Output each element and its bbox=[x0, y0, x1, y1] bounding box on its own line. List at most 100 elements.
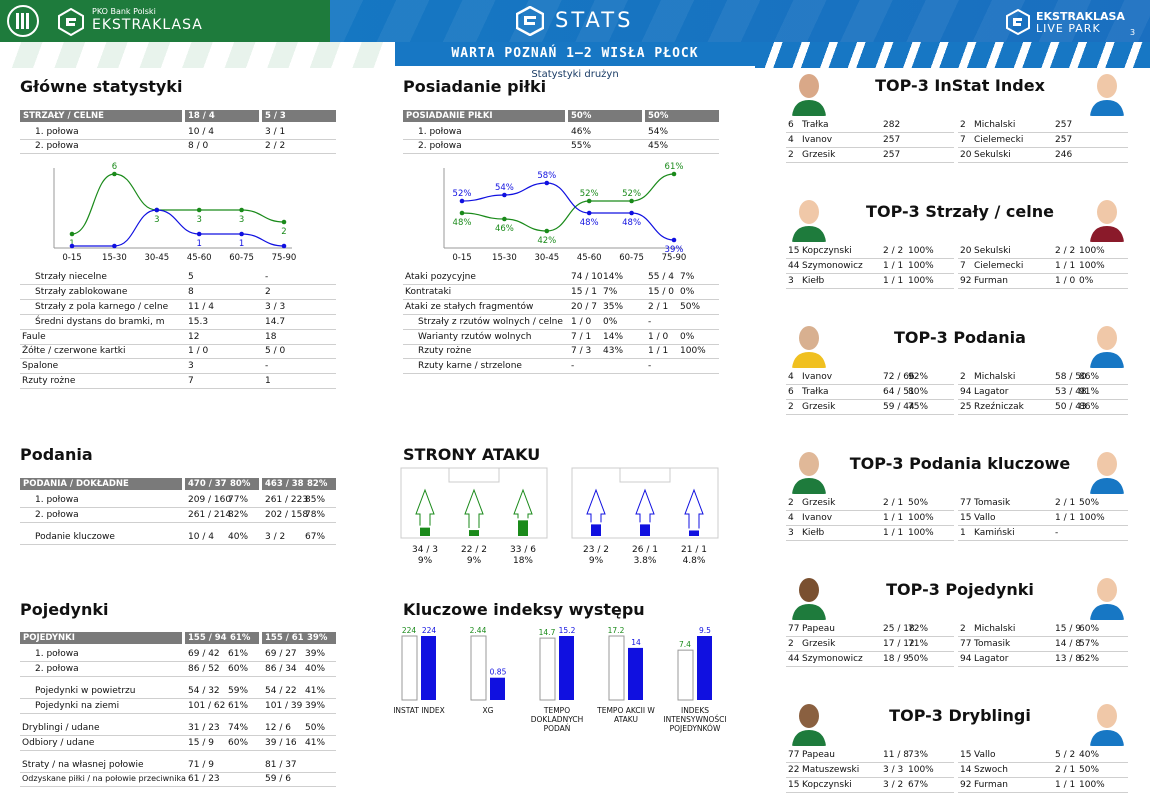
row-home: 261 / 214 bbox=[188, 510, 232, 520]
away-bar bbox=[628, 647, 643, 700]
row-home-pct: 82% bbox=[228, 510, 249, 520]
player-pct: 62% bbox=[1079, 654, 1100, 664]
stat-away: 1 / 0 bbox=[648, 332, 669, 342]
row-divider bbox=[958, 258, 1128, 259]
row-divider bbox=[403, 314, 719, 315]
player-number: 3 bbox=[788, 276, 794, 286]
data-label: 48% bbox=[453, 218, 472, 228]
stat-home: 11 / 4 bbox=[188, 302, 214, 312]
row-home-pct: 60% bbox=[228, 738, 249, 748]
row-divider bbox=[20, 786, 336, 787]
home-player-photo bbox=[790, 194, 828, 242]
player-number: 4 bbox=[788, 135, 794, 145]
top3-title: TOP-3 Podania kluczowe bbox=[849, 454, 1071, 473]
row-divider bbox=[403, 344, 719, 345]
data-point bbox=[196, 207, 202, 213]
side-value: 33 / 6 bbox=[510, 545, 536, 555]
player-pct: 100% bbox=[1079, 513, 1105, 523]
stat-home: 12 bbox=[188, 332, 200, 342]
home-bar bbox=[401, 635, 418, 701]
possession-header-away: 50% bbox=[645, 110, 719, 122]
half-home: 10 / 4 bbox=[188, 127, 214, 137]
side-arrow bbox=[586, 488, 606, 523]
away-value: 0.85 bbox=[490, 668, 507, 677]
series-line bbox=[461, 173, 675, 232]
stat-away: 5 / 0 bbox=[265, 346, 286, 356]
player-number: 44 bbox=[788, 261, 800, 271]
row-label: Pojedynki w powietrzu bbox=[35, 686, 136, 696]
data-point bbox=[629, 198, 634, 204]
home-player-photo bbox=[790, 320, 828, 368]
stat-home-pct: 14% bbox=[603, 272, 624, 282]
data-label: 61% bbox=[665, 162, 684, 172]
index-label: XG bbox=[483, 706, 494, 715]
player-name: Grzesik bbox=[802, 402, 836, 412]
row-away: 202 / 158 bbox=[265, 510, 309, 520]
row-divider bbox=[403, 329, 719, 330]
table-header: POJEDYNKI bbox=[20, 632, 182, 644]
series-line bbox=[71, 173, 285, 235]
side-value: 22 / 2 bbox=[461, 545, 487, 555]
player-name: Sekulski bbox=[974, 246, 1011, 256]
row-divider bbox=[786, 132, 954, 133]
row-away: 101 / 39 bbox=[265, 701, 303, 711]
side-pct: 3.8% bbox=[634, 556, 657, 566]
player-value: 1 / 1 bbox=[1055, 261, 1076, 271]
tick-label: 75-90 bbox=[662, 253, 687, 263]
stat-away: - bbox=[648, 317, 652, 327]
row-away: 86 / 34 bbox=[265, 664, 297, 674]
row-divider bbox=[20, 772, 336, 773]
data-point bbox=[459, 198, 465, 204]
player-value: 1 / 1 bbox=[1055, 780, 1076, 790]
stat-label: Rzuty rożne bbox=[418, 346, 472, 356]
index-label: POJEDYNKÓW bbox=[670, 724, 721, 733]
half-label: 1. połowa bbox=[418, 127, 462, 137]
player-name: Kamiński bbox=[974, 528, 1015, 538]
row-divider bbox=[958, 636, 1128, 637]
row-divider bbox=[786, 666, 954, 667]
player-number: 7 bbox=[960, 135, 966, 145]
data-point bbox=[69, 243, 75, 249]
player-name: Kiełb bbox=[802, 276, 825, 286]
player-name: Szwoch bbox=[974, 765, 1008, 775]
data-point bbox=[69, 231, 75, 237]
player-number: 14 bbox=[960, 765, 972, 775]
row-divider bbox=[786, 414, 954, 415]
table-header: 82% bbox=[304, 478, 336, 490]
row-away-pct: 85% bbox=[305, 495, 326, 505]
player-value: 58 / 50 bbox=[1055, 372, 1087, 382]
player-number: 22 bbox=[788, 765, 800, 775]
row-away-pct: 41% bbox=[305, 686, 326, 696]
row-away-pct: 41% bbox=[305, 738, 326, 748]
indices-title: Kluczowe indeksy występu bbox=[403, 600, 645, 619]
stat-home-pct: 14% bbox=[603, 332, 624, 342]
row-divider bbox=[786, 384, 954, 385]
row-away-pct: 50% bbox=[305, 723, 326, 733]
row-home-pct: 77% bbox=[228, 495, 249, 505]
player-number: 77 bbox=[788, 624, 800, 634]
tick-label: 60-75 bbox=[619, 253, 644, 263]
row-divider bbox=[20, 750, 336, 751]
half-away: 2 / 2 bbox=[265, 141, 286, 151]
player-value: 3 / 2 bbox=[883, 780, 904, 790]
side-pct: 9% bbox=[589, 556, 604, 566]
index-label: INTENSYWNOŚCI bbox=[663, 715, 726, 724]
player-number: 2 bbox=[788, 150, 794, 160]
player-value: 1 / 1 bbox=[883, 528, 904, 538]
row-home-pct: 61% bbox=[228, 649, 249, 659]
sub-banner bbox=[0, 42, 1150, 68]
player-number: 15 bbox=[960, 513, 972, 523]
row-away-pct: 39% bbox=[305, 649, 326, 659]
data-point bbox=[544, 228, 550, 234]
stat-home: 1 / 0 bbox=[571, 317, 592, 327]
row-home: 86 / 52 bbox=[188, 664, 220, 674]
away-value: 14 bbox=[631, 638, 641, 647]
player-name: Tomasik bbox=[974, 498, 1011, 508]
player-name: Szymonowicz bbox=[802, 261, 863, 271]
player-number: 92 bbox=[960, 276, 972, 286]
data-point bbox=[281, 243, 287, 249]
data-label: 42% bbox=[537, 236, 556, 246]
player-value: 1 / 0 bbox=[1055, 276, 1076, 286]
data-label: 52% bbox=[622, 189, 641, 199]
possession-header-label: POSIADANIE PIŁKI bbox=[403, 110, 565, 122]
